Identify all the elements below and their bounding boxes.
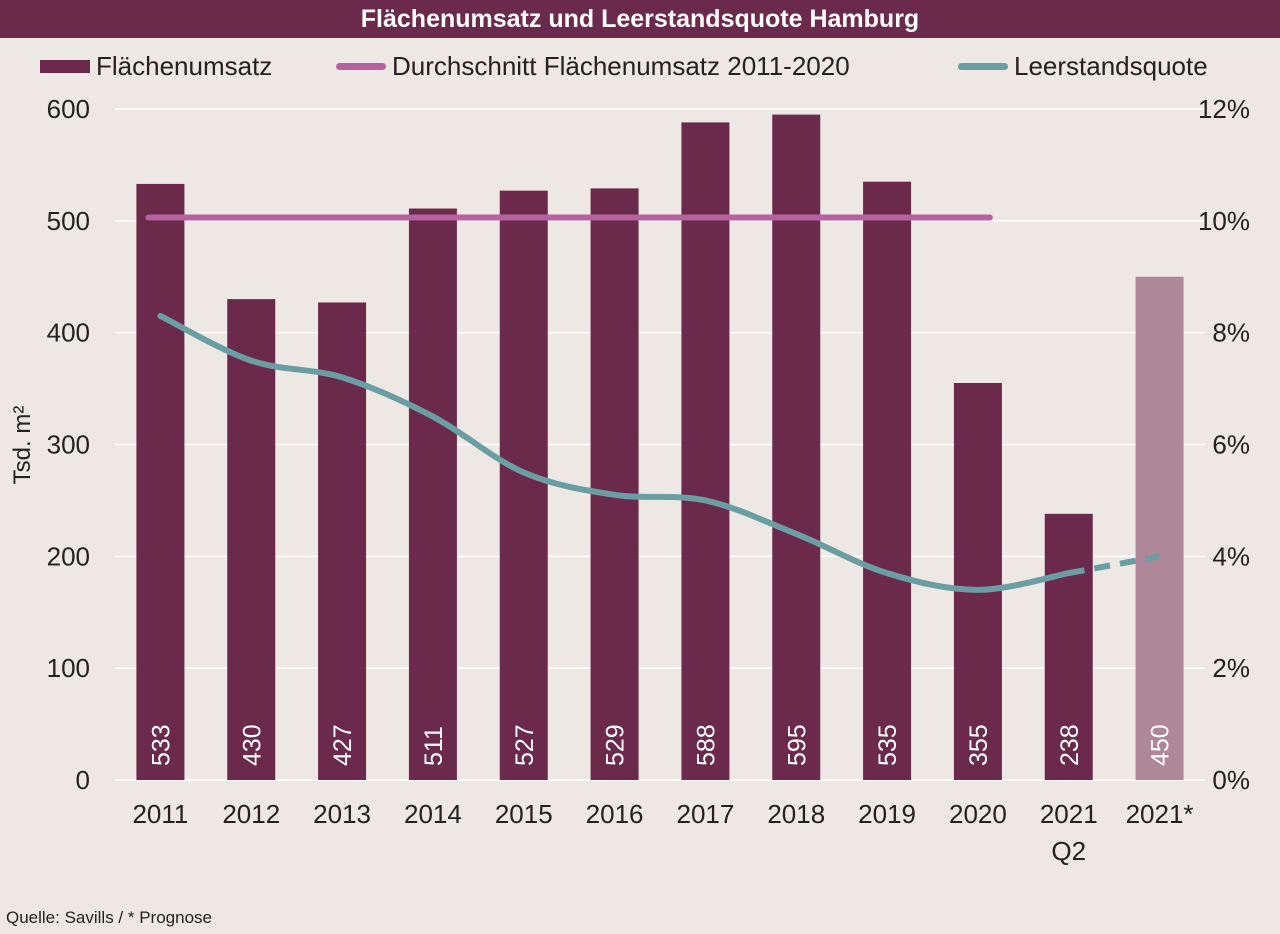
bar-value-label: 527	[511, 724, 539, 766]
legend-swatch-average-line	[336, 62, 386, 70]
bar-value-label: 355	[965, 724, 993, 766]
y-tick-label: 500	[47, 206, 90, 236]
bar-2016	[590, 188, 639, 780]
bar-2020	[953, 382, 1002, 780]
x-tick-label: 2018	[767, 799, 825, 829]
y-tick-label: 300	[47, 430, 90, 460]
y2-tick-label: 8%	[1212, 318, 1250, 348]
y-axis-title: Tsd. m²	[9, 406, 36, 485]
legend-item-leerstandsquote: Leerstandsquote	[958, 46, 1208, 86]
bar-2017	[681, 122, 730, 781]
x-tick-label: 2021	[1040, 799, 1098, 829]
y-tick-label: 400	[47, 318, 90, 348]
y2-tick-label: 2%	[1212, 653, 1250, 683]
legend-label-flaechenumsatz: Flächenumsatz	[96, 50, 273, 81]
bar-2019	[863, 181, 912, 781]
x-tick-label: 2011	[132, 799, 188, 829]
bar-value-label: 430	[238, 724, 266, 766]
legend-item-flaechenumsatz: Flächenumsatz	[40, 46, 272, 86]
x-tick-label: Q2	[1051, 836, 1086, 866]
y-tick-label: 0	[76, 765, 90, 795]
y-tick-label: 600	[47, 94, 90, 124]
y2-tick-label: 6%	[1212, 430, 1250, 460]
bar-2012	[227, 299, 276, 780]
y2-tick-label: 10%	[1198, 206, 1250, 236]
bar-2021*	[1135, 276, 1184, 780]
legend-item-durchschnitt: Durchschnitt Flächenumsatz 2011-2020	[336, 46, 850, 86]
x-tick-label: 2012	[222, 799, 280, 829]
bar-value-label: 529	[602, 724, 630, 766]
legend-label-durchschnitt: Durchschnitt Flächenumsatz 2011-2020	[392, 50, 850, 81]
y2-tick-label: 4%	[1212, 541, 1250, 571]
chart-plot: 0 0% 100 2% 200 4% 300 6% 400 8% 500 10% 600 12% Tsd. …	[9, 94, 1250, 866]
bar-value-label: 511	[420, 726, 448, 766]
x-tick-label: 2016	[586, 799, 644, 829]
bar-2014	[408, 208, 457, 780]
x-tick-label: 2014	[404, 799, 462, 829]
bar-2021-Q2	[1044, 513, 1093, 780]
bar-2018	[772, 114, 821, 780]
bar-value-label: 595	[783, 724, 811, 766]
bar-2011	[136, 183, 185, 780]
legend-swatch-vacancy-line	[958, 62, 1008, 70]
chart-title: Flächenumsatz und Leerstandsquote Hambur…	[0, 0, 1280, 38]
x-tick-label: 2019	[858, 799, 916, 829]
bar-value-label: 450	[1147, 724, 1175, 766]
x-tick-label: 2017	[676, 799, 734, 829]
y2-tick-label: 12%	[1198, 94, 1250, 124]
bar-2015	[499, 190, 548, 781]
bar-value-label: 588	[692, 724, 720, 766]
y2-tick-label: 0%	[1212, 765, 1250, 795]
legend: Flächenumsatz Durchschnitt Flächenumsatz…	[0, 46, 1280, 86]
bar-value-label: 535	[874, 724, 902, 766]
bar-value-label: 238	[1056, 724, 1084, 766]
x-tick-label: 2013	[313, 799, 371, 829]
y-tick-label: 200	[47, 541, 90, 571]
vacancy-line	[157, 312, 1072, 593]
legend-swatch-bar	[40, 59, 90, 73]
bar-value-label: 427	[329, 724, 357, 766]
x-tick-label: 2021*	[1126, 799, 1194, 829]
x-tick-label: 2020	[949, 799, 1007, 829]
y-tick-label: 100	[47, 653, 90, 683]
x-tick-label: 2015	[495, 799, 553, 829]
bar-value-label: 533	[147, 724, 175, 766]
source-note: Quelle: Savills / * Prognose	[6, 908, 212, 927]
legend-label-leerstandsquote: Leerstandsquote	[1014, 50, 1208, 81]
vacancy-line-forecast	[1068, 553, 1161, 577]
